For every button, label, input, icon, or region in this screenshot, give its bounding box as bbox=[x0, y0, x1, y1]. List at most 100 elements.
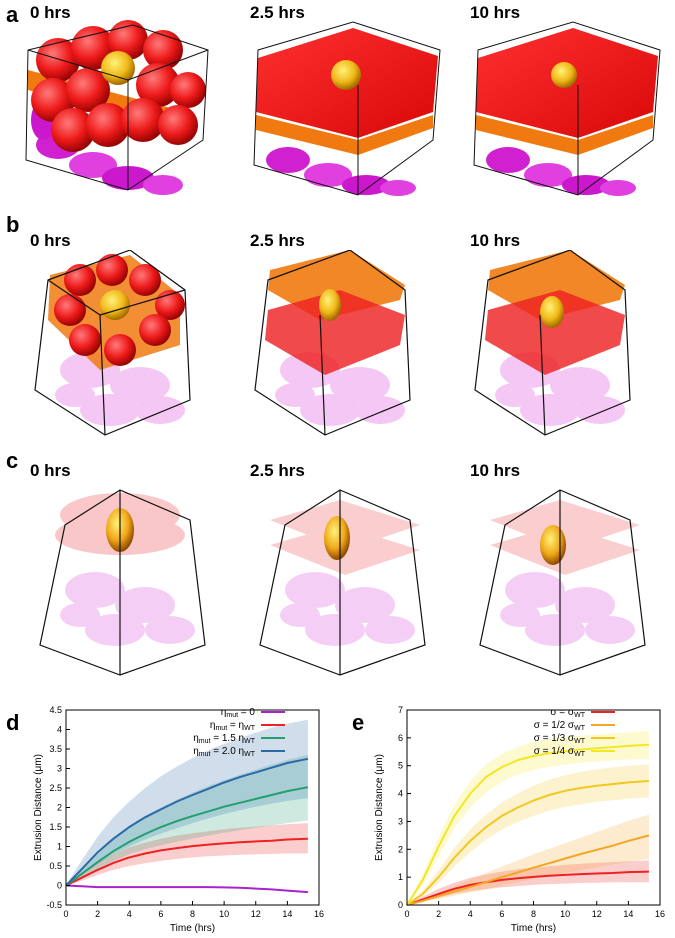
box-outline bbox=[474, 250, 631, 436]
series-line-2 bbox=[406, 780, 649, 906]
series-band-3 bbox=[66, 719, 308, 886]
series-band-2 bbox=[407, 764, 649, 905]
x-tick-label: 0 bbox=[404, 909, 409, 919]
box-outline bbox=[479, 489, 646, 676]
y-tick-label: 0 bbox=[57, 881, 62, 891]
series-line-1 bbox=[406, 834, 650, 906]
series-band-1 bbox=[66, 823, 308, 886]
box-outline bbox=[254, 250, 411, 436]
series-band-3 bbox=[407, 730, 649, 905]
legend-label-0: σ = σWT bbox=[550, 707, 585, 719]
y-tick-label: 2.5 bbox=[49, 783, 62, 793]
box-outline bbox=[39, 489, 206, 676]
x-tick-label: 10 bbox=[560, 909, 570, 919]
x-tick-label: 14 bbox=[282, 909, 292, 919]
y-tick-label: 0 bbox=[398, 900, 403, 910]
series-line-0 bbox=[406, 870, 649, 906]
red-cells-grid bbox=[54, 254, 185, 366]
legend-label-2: ηmut = 1.5 ηWT bbox=[193, 733, 255, 745]
y-tick-label: 3.5 bbox=[49, 744, 62, 754]
x-tick-label: 2 bbox=[95, 909, 100, 919]
magenta-cells bbox=[266, 147, 416, 196]
red-cells-grid bbox=[31, 20, 206, 152]
y-tick-label: 2 bbox=[57, 803, 62, 813]
time-label-a-1: 2.5 hrs bbox=[250, 3, 305, 22]
x-tick-label: 4 bbox=[468, 909, 473, 919]
y-tick-label: 4 bbox=[398, 789, 403, 799]
y-tick-label: 1.5 bbox=[49, 822, 62, 832]
y-tick-label: 7 bbox=[398, 705, 403, 715]
extruding-cell bbox=[331, 60, 361, 90]
x-tick-label: 4 bbox=[127, 909, 132, 919]
box-outline bbox=[25, 24, 209, 191]
legend-label-1: ηmut = ηWT bbox=[210, 720, 256, 732]
magenta-cells bbox=[60, 572, 195, 646]
x-tick-label: 0 bbox=[63, 909, 68, 919]
x-tick-label: 16 bbox=[314, 909, 324, 919]
red-sheet bbox=[265, 290, 405, 375]
legend-label-1: σ = 1/2 σWT bbox=[534, 720, 586, 732]
x-tick-label: 8 bbox=[190, 909, 195, 919]
render-a-1 bbox=[253, 21, 441, 196]
x-tick-label: 10 bbox=[219, 909, 229, 919]
legend-label-2: σ = 1/3 σWT bbox=[534, 733, 586, 745]
render-c-0 bbox=[39, 489, 206, 676]
magenta-cells bbox=[486, 147, 636, 196]
y-tick-label: 1 bbox=[57, 842, 62, 852]
orange-layer bbox=[476, 115, 653, 155]
y-axis-label: Extrusion Distance (μm) bbox=[33, 754, 44, 861]
time-label-b-0: 0 hrs bbox=[30, 231, 71, 250]
extruding-cell bbox=[324, 516, 350, 560]
time-label-c-1: 2.5 hrs bbox=[250, 461, 305, 480]
series-line-2 bbox=[65, 786, 309, 887]
y-tick-label: 6 bbox=[398, 733, 403, 743]
legend-label-3: ηmut = 2.0 ηWT bbox=[193, 746, 255, 758]
box-outline bbox=[253, 21, 441, 196]
series-band-0 bbox=[407, 860, 649, 905]
series-line-1 bbox=[65, 837, 308, 887]
time-label-b-1: 2.5 hrs bbox=[250, 231, 305, 250]
x-tick-label: 12 bbox=[251, 909, 261, 919]
x-tick-label: 6 bbox=[158, 909, 163, 919]
series-band-2 bbox=[66, 754, 308, 886]
render-b-0 bbox=[34, 250, 191, 436]
x-tick-label: 6 bbox=[499, 909, 504, 919]
chart-d: 0 2 4 6 8 10 12 14 16-0.500.511.522.533.544.5Tim… bbox=[33, 705, 324, 934]
box-outline bbox=[34, 250, 191, 436]
render-a-2 bbox=[473, 21, 661, 196]
orange-layer bbox=[256, 115, 433, 155]
extruding-cell bbox=[101, 51, 135, 85]
extruding-cell bbox=[100, 290, 130, 320]
panel-e-letter: e bbox=[352, 710, 365, 735]
legend-label-0: ηmut = 0 bbox=[221, 707, 256, 719]
x-tick-label: 14 bbox=[623, 909, 633, 919]
extruding-cell bbox=[540, 296, 564, 328]
series-line-3 bbox=[65, 757, 309, 887]
y-tick-label: 1 bbox=[398, 872, 403, 882]
extruding-cell bbox=[319, 289, 341, 321]
y-tick-label: 3 bbox=[398, 816, 403, 826]
y-axis-label: Extrusion Distance (μm) bbox=[374, 754, 385, 861]
x-tick-label: 12 bbox=[592, 909, 602, 919]
y-tick-label: 4.5 bbox=[49, 705, 62, 715]
x-axis-label: Time (hrs) bbox=[170, 923, 215, 934]
y-tick-label: 5 bbox=[398, 761, 403, 771]
series-line-3 bbox=[406, 743, 649, 906]
y-tick-label: 0.5 bbox=[49, 861, 62, 871]
panel-a-letter: a bbox=[6, 2, 19, 27]
series-band-1 bbox=[407, 814, 649, 905]
x-tick-label: 8 bbox=[531, 909, 536, 919]
panel-c-letter: c bbox=[6, 448, 19, 473]
series-line-0 bbox=[65, 884, 308, 894]
panel-b-letter: b bbox=[6, 212, 20, 237]
box-outline bbox=[473, 21, 661, 196]
x-tick-label: 16 bbox=[655, 909, 665, 919]
render-c-2 bbox=[479, 489, 646, 676]
time-label-b-2: 10 hrs bbox=[470, 231, 521, 250]
magenta-cells bbox=[500, 572, 635, 646]
panel-d-letter: d bbox=[6, 710, 20, 735]
y-tick-label: 3 bbox=[57, 764, 62, 774]
render-b-2 bbox=[474, 250, 631, 436]
render-a-0 bbox=[25, 20, 209, 195]
